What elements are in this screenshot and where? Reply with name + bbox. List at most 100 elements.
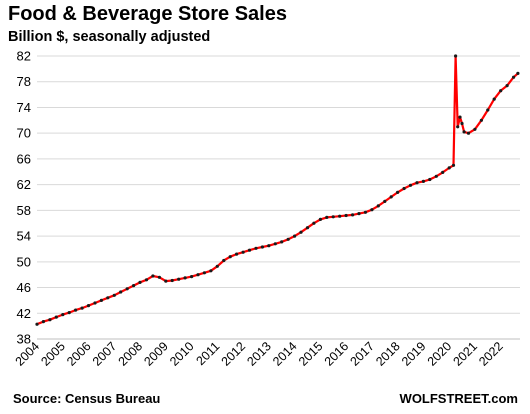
data-point bbox=[164, 279, 168, 283]
data-point bbox=[305, 226, 310, 230]
data-point bbox=[389, 195, 393, 199]
data-point bbox=[415, 181, 419, 185]
data-point bbox=[325, 215, 329, 219]
data-point bbox=[408, 183, 413, 187]
data-point bbox=[299, 230, 303, 234]
data-point bbox=[473, 127, 477, 131]
y-tick-label: 54 bbox=[17, 229, 31, 244]
x-tick-label: 2021 bbox=[450, 339, 480, 369]
y-tick-label: 70 bbox=[17, 126, 31, 141]
data-point bbox=[228, 255, 232, 259]
data-point bbox=[447, 166, 451, 170]
data-point bbox=[80, 306, 84, 310]
data-point bbox=[451, 163, 456, 167]
data-point bbox=[351, 213, 355, 217]
data-point bbox=[196, 273, 200, 277]
data-point bbox=[511, 75, 516, 79]
x-tick-label: 2016 bbox=[322, 339, 352, 369]
data-point bbox=[338, 214, 342, 218]
x-tick-label: 2017 bbox=[347, 339, 377, 369]
x-tick-label: 2014 bbox=[270, 339, 300, 369]
data-point bbox=[119, 290, 123, 294]
y-tick-label: 42 bbox=[17, 306, 31, 321]
data-point bbox=[286, 237, 290, 241]
data-point bbox=[41, 320, 46, 324]
x-tick-label: 2009 bbox=[141, 339, 171, 369]
data-point bbox=[61, 313, 65, 317]
data-point bbox=[177, 277, 181, 281]
data-point bbox=[441, 170, 445, 174]
series-line bbox=[36, 54, 519, 326]
data-point bbox=[466, 131, 471, 135]
data-point bbox=[183, 276, 187, 280]
data-point bbox=[106, 296, 110, 300]
data-point bbox=[428, 177, 432, 182]
data-point bbox=[456, 125, 460, 129]
x-tick-label: 2012 bbox=[219, 339, 249, 369]
x-tick-label: 2005 bbox=[38, 339, 68, 369]
y-tick-label: 74 bbox=[17, 100, 31, 115]
y-tick-label: 50 bbox=[17, 254, 31, 269]
y-tick-label: 58 bbox=[17, 203, 31, 218]
data-point bbox=[267, 244, 271, 248]
data-point bbox=[402, 186, 406, 191]
data-point bbox=[86, 304, 91, 308]
data-point bbox=[505, 84, 509, 88]
source-note: Source: Census Bureau bbox=[13, 391, 161, 406]
data-point bbox=[462, 130, 466, 134]
y-tick-label: 82 bbox=[17, 49, 31, 64]
data-point bbox=[383, 199, 387, 203]
x-tick-label: 2008 bbox=[116, 339, 146, 369]
data-point bbox=[157, 275, 161, 279]
data-point bbox=[486, 108, 490, 112]
data-point bbox=[222, 258, 226, 263]
data-point bbox=[293, 234, 297, 238]
data-point bbox=[454, 54, 458, 58]
x-tick-label: 2010 bbox=[167, 339, 197, 369]
data-point bbox=[170, 278, 174, 283]
data-point bbox=[112, 293, 116, 297]
y-tick-label: 62 bbox=[17, 177, 31, 192]
x-tick-label: 2022 bbox=[476, 339, 506, 369]
data-point bbox=[209, 269, 213, 273]
chart-title: Food & Beverage Store Sales bbox=[8, 3, 287, 25]
y-tick-label: 46 bbox=[17, 280, 31, 295]
x-tick-label: 2018 bbox=[373, 339, 403, 369]
data-point bbox=[99, 298, 103, 302]
data-point bbox=[125, 287, 129, 291]
data-point bbox=[460, 121, 464, 126]
data-point bbox=[458, 115, 462, 119]
data-point bbox=[344, 213, 348, 218]
data-point bbox=[331, 215, 335, 219]
grid-lines bbox=[37, 55, 520, 314]
data-point bbox=[144, 278, 149, 282]
data-point bbox=[67, 311, 71, 315]
x-tick-label: 2011 bbox=[194, 339, 223, 368]
data-point bbox=[202, 271, 206, 275]
data-point bbox=[215, 264, 219, 268]
data-point bbox=[318, 217, 322, 221]
brand-logo-text: WOLFSTREET.com bbox=[399, 391, 518, 406]
data-point bbox=[492, 97, 496, 101]
data-point bbox=[370, 208, 374, 212]
data-point bbox=[247, 248, 252, 252]
data-point bbox=[48, 318, 52, 322]
data-point bbox=[357, 212, 361, 216]
y-tick-label: 38 bbox=[17, 332, 31, 347]
data-point bbox=[151, 274, 155, 278]
x-axis-ticks: 2004200520062007200820092010201120122013… bbox=[13, 339, 506, 369]
data-point bbox=[479, 118, 483, 122]
data-point bbox=[421, 179, 425, 183]
chart-subtitle: Billion $, seasonally adjusted bbox=[8, 29, 211, 45]
x-tick-label: 2019 bbox=[399, 339, 429, 369]
x-tick-label: 2006 bbox=[64, 339, 94, 369]
data-point bbox=[235, 252, 239, 256]
data-point bbox=[363, 210, 367, 214]
data-point bbox=[499, 89, 503, 93]
y-tick-label: 66 bbox=[17, 151, 31, 166]
data-point bbox=[273, 242, 277, 246]
x-tick-label: 2007 bbox=[90, 339, 120, 369]
y-tick-label: 78 bbox=[17, 74, 31, 89]
data-point bbox=[312, 221, 316, 225]
